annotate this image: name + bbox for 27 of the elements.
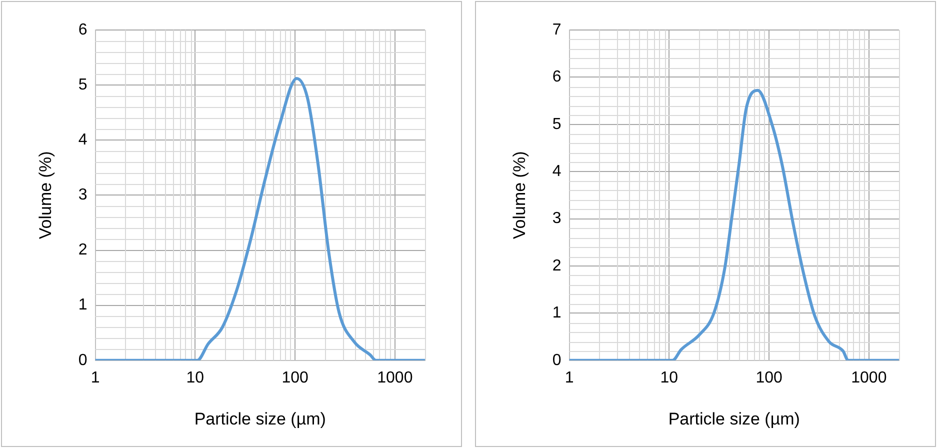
y-axis-title: Volume (%) <box>510 151 529 240</box>
x-tick-label: 100 <box>756 369 782 386</box>
y-tick-label: 6 <box>552 68 562 86</box>
x-tick-label: 10 <box>660 369 678 386</box>
x-tick-label: 1 <box>90 369 100 386</box>
x-tick-label: 10 <box>186 369 204 386</box>
y-tick-label: 4 <box>78 132 88 149</box>
x-axis-title: Particle size (µm) <box>668 409 800 428</box>
y-tick-label: 5 <box>552 116 562 133</box>
x-tick-label: 1000 <box>377 369 413 386</box>
y-tick-label: 2 <box>552 257 562 274</box>
y-tick-label: 0 <box>552 352 562 369</box>
y-tick-label: 4 <box>552 163 562 180</box>
y-axis-title: Volume (%) <box>36 151 55 240</box>
x-tick-label: 1 <box>564 369 574 386</box>
y-tick-label: 3 <box>78 186 88 204</box>
y-tick-label: 1 <box>552 304 562 322</box>
x-tick-label: 1000 <box>851 369 887 386</box>
y-tick-label: 6 <box>78 21 88 38</box>
y-tick-label: 2 <box>78 242 88 259</box>
x-axis-title: Particle size (µm) <box>194 409 326 428</box>
y-tick-label: 3 <box>552 210 562 228</box>
y-tick-label: 7 <box>552 21 562 38</box>
x-tick-label: 100 <box>282 369 308 386</box>
y-tick-label: 1 <box>78 296 88 314</box>
y-tick-label: 5 <box>78 76 88 94</box>
y-tick-label: 0 <box>78 352 88 369</box>
